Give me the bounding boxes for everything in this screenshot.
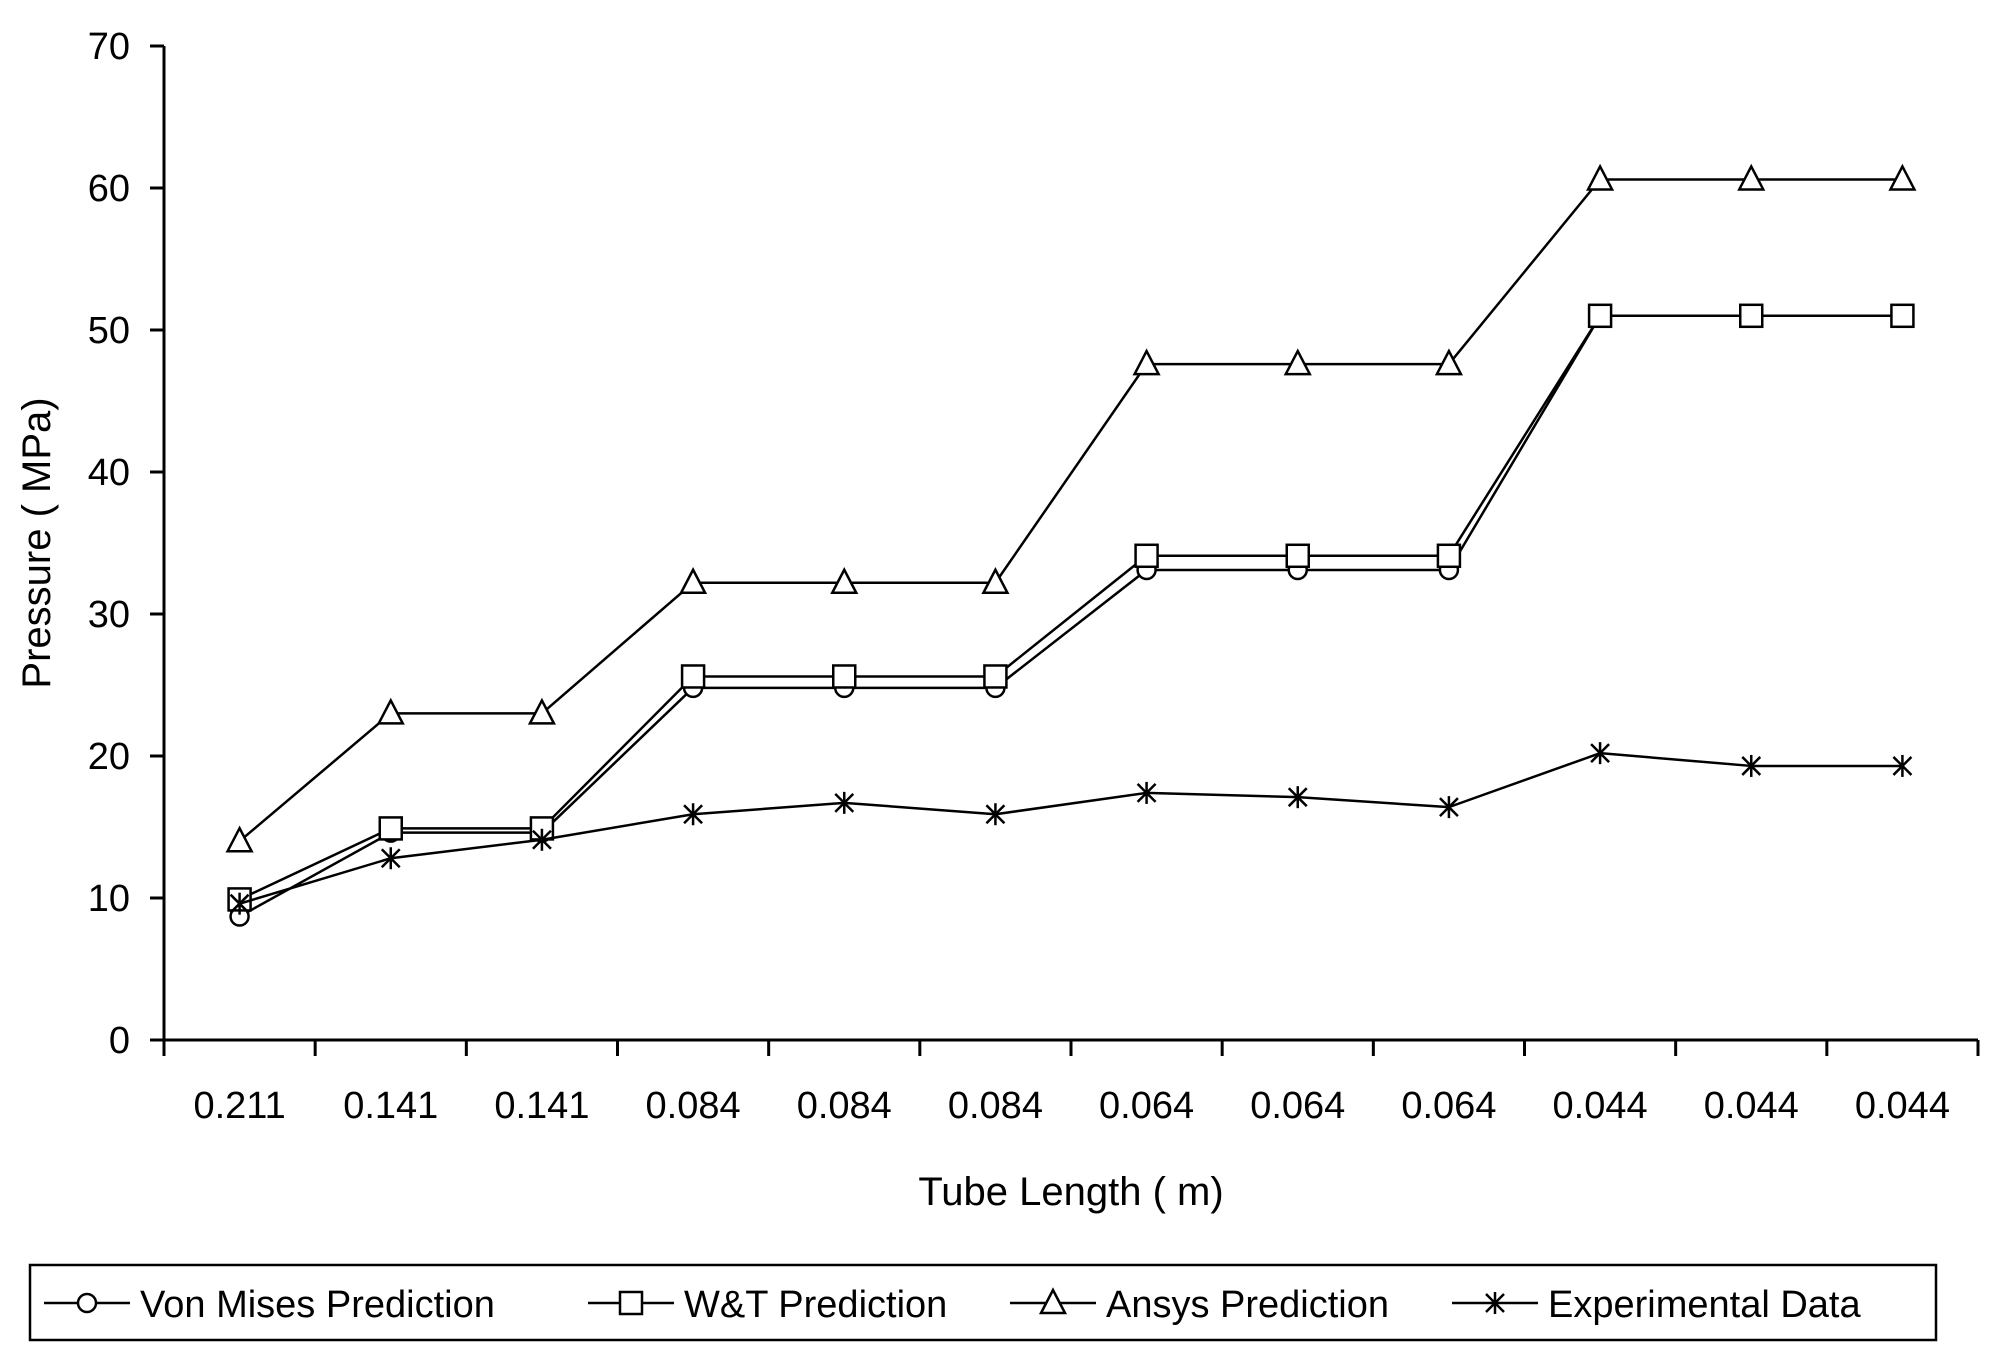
y-tick-label: 20 [88,736,130,778]
y-tick-label: 30 [88,594,130,636]
x-tick-label: 0.064 [1401,1085,1496,1127]
data-point [1586,163,1615,191]
data-point [1587,303,1613,329]
legend-label: W&T Prediction [684,1284,947,1326]
x-tick-label: 0.084 [797,1085,892,1127]
data-point [981,567,1010,595]
legend-marker [1485,1292,1505,1314]
x-tick-label: 0.211 [193,1085,285,1127]
y-tick-label: 40 [88,452,130,494]
y-tick-label: 10 [88,878,130,920]
data-point [985,803,1006,826]
series-layer [225,163,1917,927]
legend-marker [1038,1287,1068,1315]
x-tick-label: 0.044 [1704,1085,1799,1127]
legend-marker [76,1292,98,1314]
legend-item: W&T Prediction [588,1284,947,1326]
data-point [1590,742,1610,765]
x-tick-label: 0.044 [1553,1085,1648,1127]
data-point [1285,543,1310,569]
data-point [830,567,859,595]
x-axis-title: Tube Length ( m) [918,1170,1223,1214]
data-point [1737,163,1766,191]
data-point [1287,786,1308,809]
legend-item: Von Mises Prediction [44,1284,495,1326]
data-point [1439,796,1459,819]
data-point [679,567,708,595]
data-point [1283,348,1312,376]
data-point [1892,754,1913,777]
data-point [380,847,401,870]
data-point [527,697,556,725]
data-point [378,816,403,841]
series-star [229,742,1913,915]
x-tick-label: 0.044 [1855,1085,1950,1127]
legend-marker [618,1290,644,1316]
x-tick-label: 0.064 [1250,1085,1345,1127]
data-point [225,825,254,853]
x-tick-label: 0.141 [494,1085,589,1127]
legend: Von Mises Prediction W&T Prediction Ansys … [28,1263,1938,1342]
series-line [238,178,1903,843]
data-point [1888,163,1917,191]
x-tick-label: 0.141 [343,1085,438,1127]
data-point [1136,781,1157,804]
legend-label: Von Mises Prediction [140,1284,495,1326]
y-axis-title: Pressure ( MPa) [15,397,59,688]
y-tick-label: 0 [109,1020,130,1062]
y-tick-label: 60 [88,168,130,210]
data-point [532,828,552,851]
series-line [239,751,1903,905]
axes: 0 10 20 30 40 50 60 70 0.211 0.141 0.141 0.084 0.084… [88,26,1980,1127]
data-point [680,664,706,689]
legend-box [28,1263,1938,1342]
y-tick-label: 50 [88,310,130,352]
x-tick-label: 0.084 [646,1085,741,1127]
data-point [1741,754,1762,777]
y-tick-label: 70 [88,26,130,68]
legend-item: Experimental Data [1452,1284,1861,1326]
data-point [1436,543,1462,569]
legend-label: Experimental Data [1548,1284,1861,1326]
data-point [983,664,1008,689]
data-point [683,803,703,826]
data-point [1434,348,1463,376]
series-square [227,303,1915,912]
x-tick-label: 0.084 [948,1085,1043,1127]
data-point [1739,303,1764,329]
series-line [239,314,1903,901]
series-triangle [225,163,1917,853]
data-point [229,892,250,915]
x-tick-label: 0.064 [1099,1085,1194,1127]
data-point [1132,348,1161,376]
legend-item: Ansys Prediction [1010,1284,1389,1326]
data-point [376,697,405,725]
data-point [834,791,855,814]
data-point [1890,303,1915,329]
data-point [1134,543,1159,569]
data-point [832,664,857,689]
legend-label: Ansys Prediction [1106,1284,1389,1326]
